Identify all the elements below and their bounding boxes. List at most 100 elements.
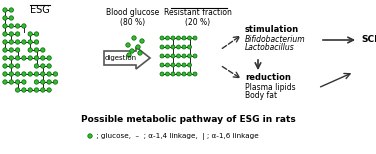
Circle shape: [88, 134, 92, 138]
Circle shape: [47, 56, 51, 60]
Circle shape: [160, 72, 164, 76]
Circle shape: [22, 72, 26, 76]
Circle shape: [193, 54, 197, 58]
Circle shape: [47, 72, 51, 76]
Circle shape: [165, 36, 170, 40]
Circle shape: [15, 56, 20, 60]
Circle shape: [34, 72, 39, 76]
Circle shape: [9, 64, 14, 68]
Circle shape: [28, 56, 32, 60]
Circle shape: [15, 32, 20, 36]
Circle shape: [47, 80, 51, 84]
Circle shape: [22, 80, 26, 84]
Circle shape: [9, 32, 14, 36]
Text: ESG: ESG: [30, 5, 50, 15]
Circle shape: [126, 43, 130, 47]
Text: ; glucose,  –  ; α-1,4 linkage,  | ; α-1,6 linkage: ; glucose, – ; α-1,4 linkage, | ; α-1,6 …: [94, 132, 259, 140]
Circle shape: [41, 88, 45, 92]
Text: Resistant fraction
(20 %): Resistant fraction (20 %): [164, 8, 232, 27]
Circle shape: [22, 24, 26, 28]
Circle shape: [176, 54, 180, 58]
Circle shape: [28, 72, 32, 76]
Circle shape: [9, 56, 14, 60]
Text: Plasma lipids: Plasma lipids: [245, 83, 296, 93]
Circle shape: [47, 88, 51, 92]
Circle shape: [193, 72, 197, 76]
Circle shape: [15, 40, 20, 44]
Circle shape: [34, 32, 39, 36]
Circle shape: [3, 32, 7, 36]
Circle shape: [176, 63, 180, 67]
Circle shape: [41, 72, 45, 76]
Circle shape: [132, 36, 136, 40]
Circle shape: [15, 80, 20, 84]
Circle shape: [160, 63, 164, 67]
Circle shape: [171, 54, 175, 58]
Circle shape: [182, 72, 186, 76]
Circle shape: [182, 36, 186, 40]
Text: digestion: digestion: [105, 55, 137, 61]
Circle shape: [188, 63, 191, 67]
Circle shape: [47, 64, 51, 68]
Circle shape: [165, 54, 170, 58]
Circle shape: [176, 72, 180, 76]
Circle shape: [165, 45, 170, 49]
Circle shape: [165, 72, 170, 76]
Circle shape: [165, 63, 170, 67]
Text: Blood glucose
(80 %): Blood glucose (80 %): [106, 8, 160, 27]
Text: Lactobacillus: Lactobacillus: [245, 43, 295, 53]
Circle shape: [9, 72, 14, 76]
Text: Bifidobacterium: Bifidobacterium: [245, 36, 306, 45]
Circle shape: [176, 45, 180, 49]
Circle shape: [28, 48, 32, 52]
Circle shape: [3, 40, 7, 44]
Circle shape: [3, 80, 7, 84]
Circle shape: [182, 45, 186, 49]
Circle shape: [34, 40, 39, 44]
Circle shape: [28, 88, 32, 92]
Circle shape: [3, 72, 7, 76]
Circle shape: [171, 72, 175, 76]
Circle shape: [22, 56, 26, 60]
Circle shape: [34, 64, 39, 68]
Circle shape: [53, 80, 58, 84]
Circle shape: [171, 36, 175, 40]
Text: reduction: reduction: [245, 73, 291, 83]
Circle shape: [41, 48, 45, 52]
FancyArrow shape: [104, 47, 150, 69]
Circle shape: [15, 72, 20, 76]
Circle shape: [22, 88, 26, 92]
Circle shape: [171, 63, 175, 67]
Text: Possible metabolic pathway of ESG in rats: Possible metabolic pathway of ESG in rat…: [80, 115, 296, 124]
Circle shape: [41, 56, 45, 60]
Circle shape: [182, 54, 186, 58]
Circle shape: [41, 64, 45, 68]
Circle shape: [9, 80, 14, 84]
Circle shape: [182, 63, 186, 67]
Circle shape: [188, 54, 191, 58]
Circle shape: [34, 56, 39, 60]
Circle shape: [171, 45, 175, 49]
Circle shape: [127, 53, 131, 57]
Circle shape: [9, 8, 14, 12]
Circle shape: [160, 45, 164, 49]
Text: SCFAs: SCFAs: [361, 36, 376, 45]
Circle shape: [15, 24, 20, 28]
Circle shape: [15, 88, 20, 92]
Circle shape: [136, 45, 140, 49]
Circle shape: [28, 32, 32, 36]
Circle shape: [15, 64, 20, 68]
Circle shape: [41, 80, 45, 84]
Circle shape: [15, 48, 20, 52]
Circle shape: [9, 48, 14, 52]
Circle shape: [3, 64, 7, 68]
Circle shape: [3, 56, 7, 60]
Circle shape: [34, 88, 39, 92]
Circle shape: [9, 16, 14, 20]
Circle shape: [34, 80, 39, 84]
Circle shape: [160, 36, 164, 40]
Circle shape: [3, 8, 7, 12]
Circle shape: [138, 51, 142, 55]
Circle shape: [28, 40, 32, 44]
Circle shape: [3, 24, 7, 28]
